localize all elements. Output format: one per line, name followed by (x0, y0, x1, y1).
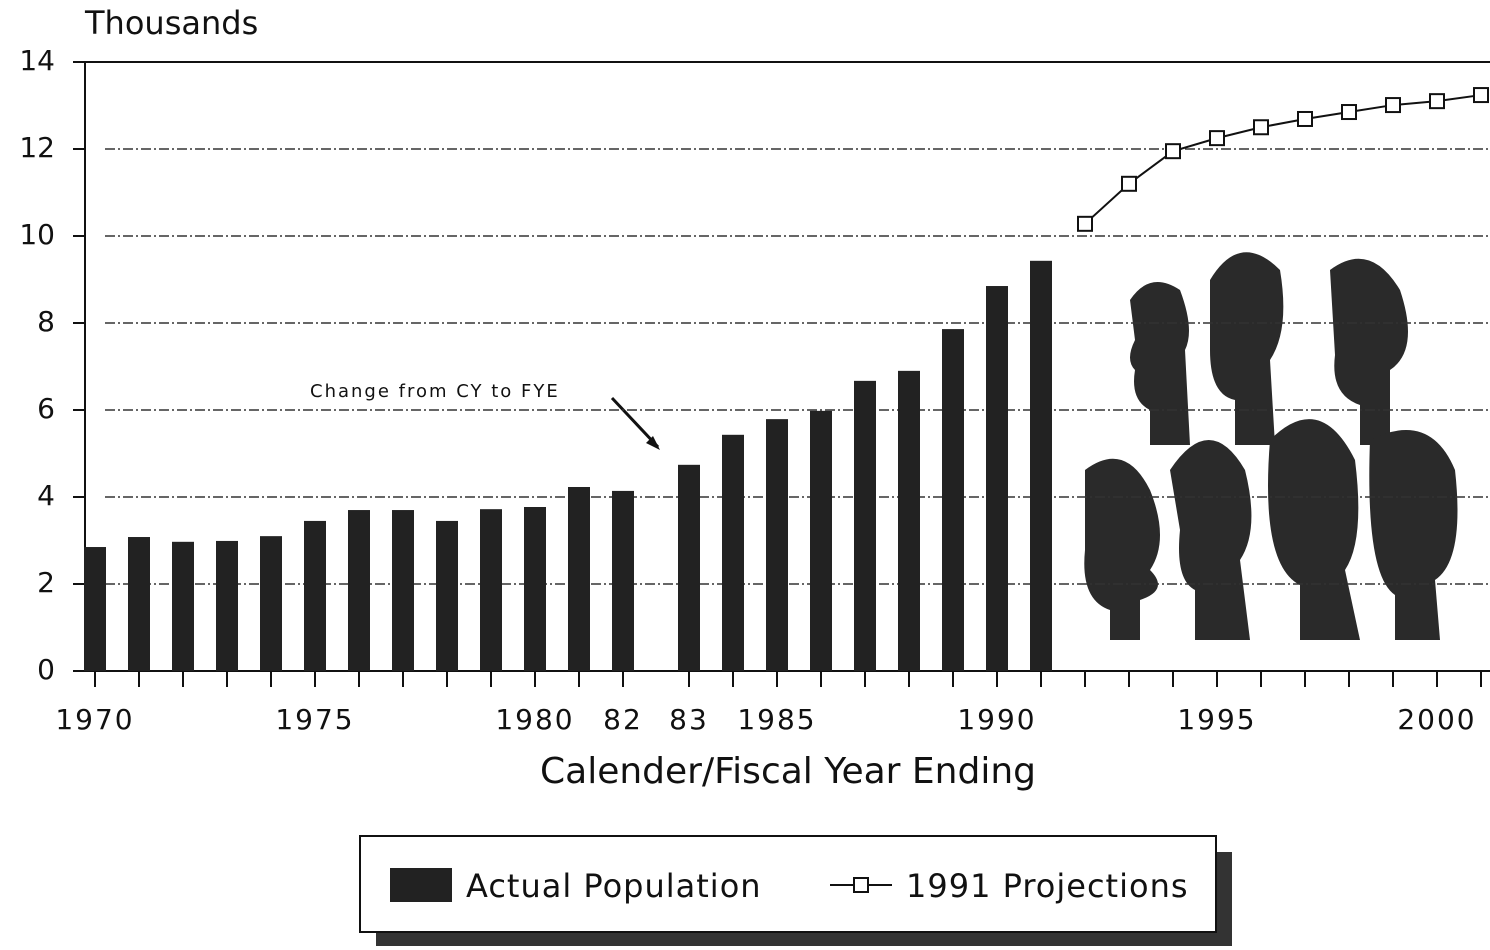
y-tick-label: 12 (19, 131, 55, 164)
bar (810, 411, 832, 671)
x-tick-label: 1985 (737, 703, 816, 736)
bar (722, 435, 744, 671)
x-tick-label: 2000 (1397, 703, 1476, 736)
marker (1474, 88, 1488, 102)
marker (1430, 94, 1444, 108)
bar (898, 371, 920, 671)
y-tick-label: 4 (37, 479, 55, 512)
y-tick-label: 10 (19, 218, 55, 251)
bar (942, 329, 964, 671)
x-tick-label: 1975 (275, 703, 354, 736)
bar (172, 542, 194, 671)
legend-swatch (390, 868, 452, 902)
bar (986, 286, 1008, 671)
y-tick-label: 6 (37, 392, 55, 425)
x-tick-label: 82 (603, 703, 643, 736)
x-tick-label: 1990 (957, 703, 1036, 736)
annotation: Change from CY to FYE (310, 381, 560, 402)
chart: Thousands Calender/Fiscal Year Ending Ch… (0, 0, 1490, 946)
marker (1386, 98, 1400, 112)
legend: Actual Population 1991 Projections (360, 836, 1232, 946)
bar (480, 509, 502, 671)
x-tick-label: 1970 (55, 703, 134, 736)
bar (128, 537, 150, 671)
y-tick-label: 14 (19, 44, 55, 77)
marker (1078, 217, 1092, 231)
x-tick-label: 1995 (1177, 703, 1256, 736)
bar (348, 510, 370, 671)
bar (436, 521, 458, 671)
bar (216, 541, 238, 671)
legend-label: 1991 Projections (906, 867, 1189, 905)
y-tick-label: 0 (37, 653, 55, 686)
y-axis-label: Thousands (84, 4, 258, 42)
bar (260, 536, 282, 671)
bar (568, 487, 590, 671)
bar (854, 381, 876, 671)
marker (1210, 131, 1224, 145)
legend-swatch (854, 878, 868, 892)
line (1085, 95, 1481, 224)
x-axis-label: Calender/Fiscal Year Ending (540, 751, 1036, 792)
bar (678, 465, 700, 671)
marker (1342, 105, 1356, 119)
bar (304, 521, 326, 671)
marker (1122, 177, 1136, 191)
decoration (1084, 252, 1457, 640)
marker (1254, 120, 1268, 134)
marker (1166, 144, 1180, 158)
bar (392, 510, 414, 671)
bar (524, 507, 546, 671)
bar (84, 547, 106, 671)
y-tick-label: 2 (37, 566, 55, 599)
legend-label: Actual Population (466, 867, 762, 905)
x-tick-label: 83 (669, 703, 709, 736)
bar (766, 419, 788, 671)
bar (612, 491, 634, 671)
marker (1298, 112, 1312, 126)
x-tick-label: 1980 (495, 703, 574, 736)
bar (1030, 261, 1052, 671)
y-tick-label: 8 (37, 305, 55, 338)
